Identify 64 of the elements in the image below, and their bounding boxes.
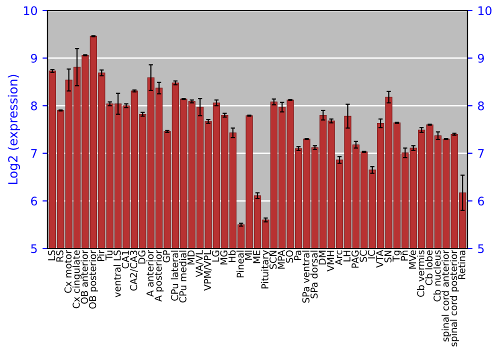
y-tick-label: 9 bbox=[31, 54, 37, 63]
x-tick-label: VPM/VPL bbox=[204, 250, 212, 291]
x-tick-label: Cx motor bbox=[64, 250, 72, 293]
y-axis-title: Log2 (expression) bbox=[8, 74, 20, 184]
x-tick-label: A posterior bbox=[154, 250, 164, 302]
x-tick-label: SC bbox=[360, 250, 367, 262]
x-tick-label: SO bbox=[286, 250, 294, 263]
y2-tick-label: 8 bbox=[478, 101, 484, 110]
x-tick-label: A anterior bbox=[146, 250, 154, 297]
x-tick-label: SCN bbox=[270, 250, 277, 269]
y2-tick-label: 7 bbox=[478, 149, 484, 158]
x-tick-label: Pituitary bbox=[261, 250, 270, 288]
x-tick-label: Tu bbox=[106, 250, 113, 260]
x-tick-label: Pir bbox=[97, 250, 104, 261]
y-tick-label: 8 bbox=[31, 101, 37, 110]
x-tick-label: MVe bbox=[409, 250, 416, 269]
x-tick-label: MD bbox=[188, 250, 194, 264]
x-tick-label: CA1 bbox=[122, 250, 129, 268]
x-tick-label: MPA bbox=[278, 250, 285, 269]
x-tick-label: Cb lobe bbox=[425, 250, 433, 286]
x-tick-label: Pineal bbox=[236, 250, 244, 278]
x-tick-label: DG bbox=[138, 250, 146, 264]
x-tick-label: LG bbox=[212, 250, 220, 262]
x-tick-label: VTA bbox=[376, 250, 384, 268]
x-tick-label: SPa ventral bbox=[302, 250, 310, 303]
x-tick-label: Hb bbox=[228, 250, 236, 262]
x-tick-label: Tg bbox=[392, 250, 402, 262]
x-tick-label: GP bbox=[162, 250, 170, 262]
x-tick-label: CPu lateral bbox=[170, 250, 178, 301]
x-tick-label: DM bbox=[318, 250, 326, 264]
x-tick-label: Pa bbox=[294, 250, 302, 260]
y2-tick-label: 10 bbox=[478, 6, 492, 16]
x-tick-label: spinal cord anterior bbox=[442, 250, 451, 342]
x-tick-label: OB anterior bbox=[80, 250, 88, 304]
x-tick-label: OB posterior bbox=[88, 250, 98, 309]
y2-tick-label: 9 bbox=[478, 54, 484, 63]
x-tick-label: Cb nucleus bbox=[433, 250, 441, 302]
y-tick-label: 6 bbox=[31, 196, 38, 206]
x-tick-label: SPa dorsal bbox=[310, 250, 318, 298]
y2-tick-label: 5 bbox=[478, 244, 484, 254]
x-tick-label: Cb vermis bbox=[416, 250, 424, 297]
y-tick-label: 7 bbox=[31, 149, 37, 158]
x-tick-label: VA/VL bbox=[196, 250, 204, 278]
x-tick-label: VMH bbox=[327, 250, 334, 272]
y-tick-label: 10 bbox=[24, 6, 37, 16]
x-tick-label: Ml bbox=[244, 250, 252, 260]
x-tick-label: Cx cingulate bbox=[72, 250, 82, 308]
x-tick-label: CPu medial bbox=[179, 250, 186, 303]
y-tick-label: 5 bbox=[31, 244, 37, 254]
x-tick-label: Arc bbox=[335, 250, 342, 266]
x-tick-label: SN bbox=[384, 250, 392, 262]
x-tick-label: RS bbox=[56, 250, 64, 262]
x-tick-label: ventral LS bbox=[113, 250, 121, 298]
x-tick-label: IC bbox=[368, 250, 376, 258]
x-tick-label: MG bbox=[220, 250, 228, 264]
x-tick-label: Pn bbox=[400, 250, 408, 260]
y2-tick-label: 6 bbox=[478, 196, 484, 206]
x-tick-label: CA2/CA3 bbox=[130, 250, 138, 291]
x-tick-label: LH bbox=[343, 250, 350, 262]
x-tick-label: PAG bbox=[352, 250, 359, 268]
x-tick-label: LS bbox=[48, 250, 56, 260]
x-tick-label: spinal cord posterior bbox=[450, 250, 459, 346]
x-tick-label: ME bbox=[253, 250, 260, 264]
x-tick-label: Retina bbox=[458, 250, 466, 280]
